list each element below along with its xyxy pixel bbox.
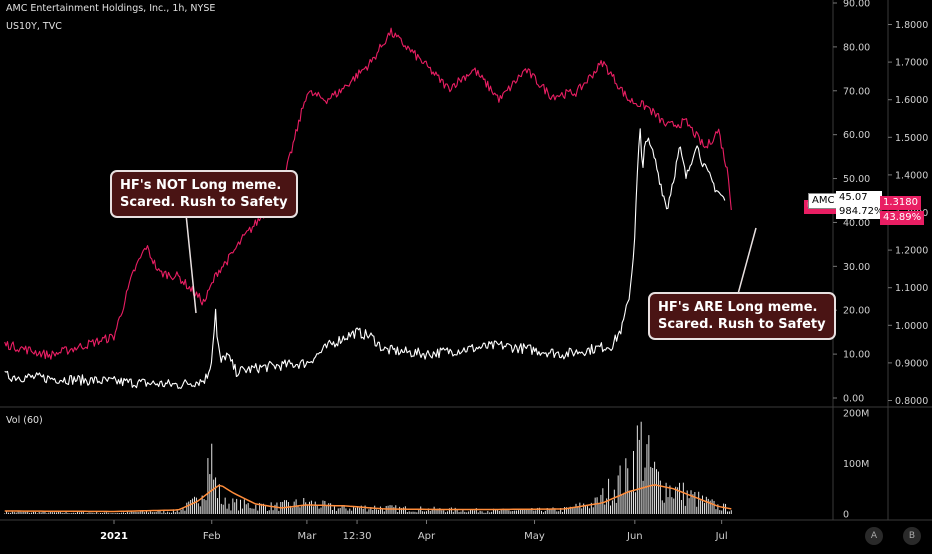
right-axis-tick-label: 1.5000	[895, 133, 928, 144]
volume-ma-line	[4, 484, 732, 513]
left-axis-tick-label: 30.00	[843, 262, 870, 273]
left-axis-tick-label: 0.00	[843, 394, 864, 405]
right-axis-tick-label: 1.4000	[895, 170, 928, 181]
us10y-change-badge: 43.89%	[880, 211, 925, 225]
amc-price-line	[4, 128, 726, 389]
volume-axis-tick-label: 0	[843, 510, 849, 521]
symbol-title: AMC Entertainment Holdings, Inc., 1h, NY…	[6, 3, 216, 14]
right-axis-tick-label: 1.2000	[895, 246, 928, 257]
right-axis-tick-label: 0.9000	[895, 358, 928, 369]
left-axis-tick-label: 60.00	[843, 130, 870, 141]
volume-axis-tick-label: 200M	[843, 409, 869, 420]
right-axis-tick-label: 1.1000	[895, 283, 928, 294]
volume-axis-tick-label: 100M	[843, 459, 869, 470]
left-axis-tick-label: 50.00	[843, 174, 870, 185]
amc-label-badge: AMC	[808, 193, 839, 209]
right-axis-tick-label: 0.8000	[895, 396, 928, 407]
time-axis-tick-label: May	[524, 531, 545, 542]
left-axis-tick-label: 20.00	[843, 306, 870, 317]
time-axis-tick-label: Jul	[715, 531, 728, 542]
right-axis-tick-label: 1.8000	[895, 20, 928, 31]
time-axis-tick-label: Jun	[626, 531, 643, 542]
time-axis-tick-label: 12:30	[343, 531, 372, 542]
left-axis-tick-label: 80.00	[843, 42, 870, 53]
log-scale-button[interactable]: B	[903, 527, 921, 545]
volume-label: Vol (60)	[6, 415, 43, 426]
right-axis-tick-label: 1.7000	[895, 58, 928, 69]
callout-pointer	[737, 227, 757, 295]
left-axis-tick-label: 90.00	[843, 0, 870, 10]
time-axis-tick-label: 2021	[100, 531, 128, 542]
callout-pointer	[185, 213, 197, 314]
right-axis-tick-label: 1.0000	[895, 321, 928, 332]
amc-change-badge: 984.72%	[836, 205, 884, 219]
callout-not-long: HF's NOT Long meme. Scared. Rush to Safe…	[110, 170, 298, 218]
left-axis-tick-label: 70.00	[843, 86, 870, 97]
callout-line: HF's NOT Long meme.	[120, 178, 282, 193]
us10y-value-badge: 1.3180	[880, 196, 921, 210]
callout-line: Scared. Rush to Safety	[120, 195, 288, 210]
amc-price-badge: 45.07	[836, 191, 882, 205]
auto-scale-button[interactable]: A	[865, 527, 883, 545]
us10y-yield-line	[4, 27, 732, 360]
time-axis-tick-label: Mar	[297, 531, 317, 542]
right-axis-tick-label: 1.6000	[895, 95, 928, 106]
time-axis-tick-label: Feb	[203, 531, 221, 542]
left-axis-tick-label: 40.00	[843, 218, 870, 229]
left-axis-tick-label: 10.00	[843, 350, 870, 361]
callout-line: Scared. Rush to Safety	[658, 317, 826, 332]
callout-are-long: HF's ARE Long meme. Scared. Rush to Safe…	[648, 292, 836, 340]
callout-line: HF's ARE Long meme.	[658, 300, 818, 315]
compare-symbol-label: US10Y, TVC	[6, 21, 62, 32]
time-axis-tick-label: Apr	[418, 531, 436, 542]
